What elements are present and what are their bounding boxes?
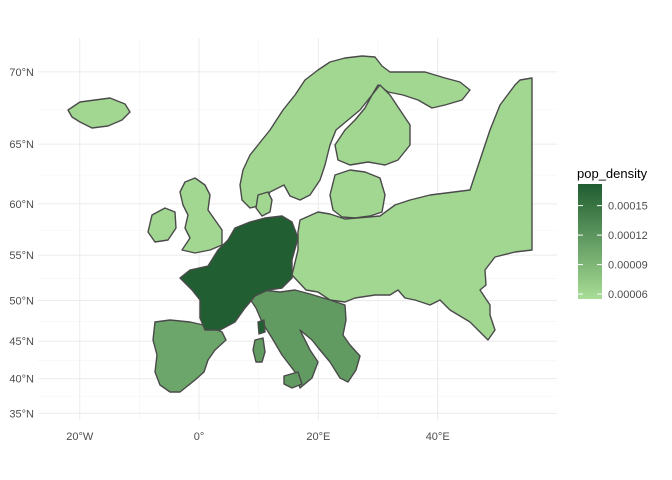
legend-title: pop_density xyxy=(577,166,648,181)
region-baltics xyxy=(329,169,386,219)
legend: pop_density 0.00015 0.00012 0.00009 0.00006 xyxy=(577,166,648,301)
region-central xyxy=(179,215,299,331)
y-tick-label: 40°N xyxy=(9,374,34,386)
region-iberia xyxy=(152,319,227,393)
y-tick-label: 35°N xyxy=(9,408,34,420)
x-tick-label: 20°W xyxy=(66,431,94,443)
region-denmark xyxy=(255,191,273,217)
x-axis-labels: 20°W 0° 20°E 40°E xyxy=(66,431,449,443)
legend-tick-label: 0.00012 xyxy=(608,230,648,242)
legend-colorbar xyxy=(578,184,602,299)
y-tick-label: 45°N xyxy=(9,336,34,348)
x-tick-label: 40°E xyxy=(426,431,450,443)
legend-tick-label: 0.00006 xyxy=(608,289,648,301)
legend-ticks: 0.00015 0.00012 0.00009 0.00006 xyxy=(578,201,648,301)
y-tick-label: 60°N xyxy=(9,199,34,211)
y-tick-label: 65°N xyxy=(9,139,34,151)
region-eastern-europe xyxy=(291,77,533,341)
region-sicily xyxy=(283,371,303,389)
legend-tick-label: 0.00009 xyxy=(608,260,648,272)
region-finland xyxy=(334,84,411,166)
legend-tick-label: 0.00015 xyxy=(608,201,648,213)
region-sardinia xyxy=(252,337,266,363)
y-axis-labels: 35°N 40°N 45°N 50°N 55°N 60°N 65°N 70°N xyxy=(9,67,34,420)
y-tick-label: 50°N xyxy=(9,295,34,307)
map-regions xyxy=(67,55,533,393)
region-scandinavia xyxy=(239,55,471,209)
y-tick-label: 55°N xyxy=(9,250,34,262)
region-iceland xyxy=(67,97,131,129)
y-tick-label: 70°N xyxy=(9,67,34,79)
x-tick-label: 20°E xyxy=(306,431,330,443)
region-italy-balkans xyxy=(247,289,361,389)
region-corsica xyxy=(257,319,266,335)
x-tick-label: 0° xyxy=(194,431,205,443)
region-ireland xyxy=(147,207,177,243)
region-great-britain xyxy=(179,177,223,254)
